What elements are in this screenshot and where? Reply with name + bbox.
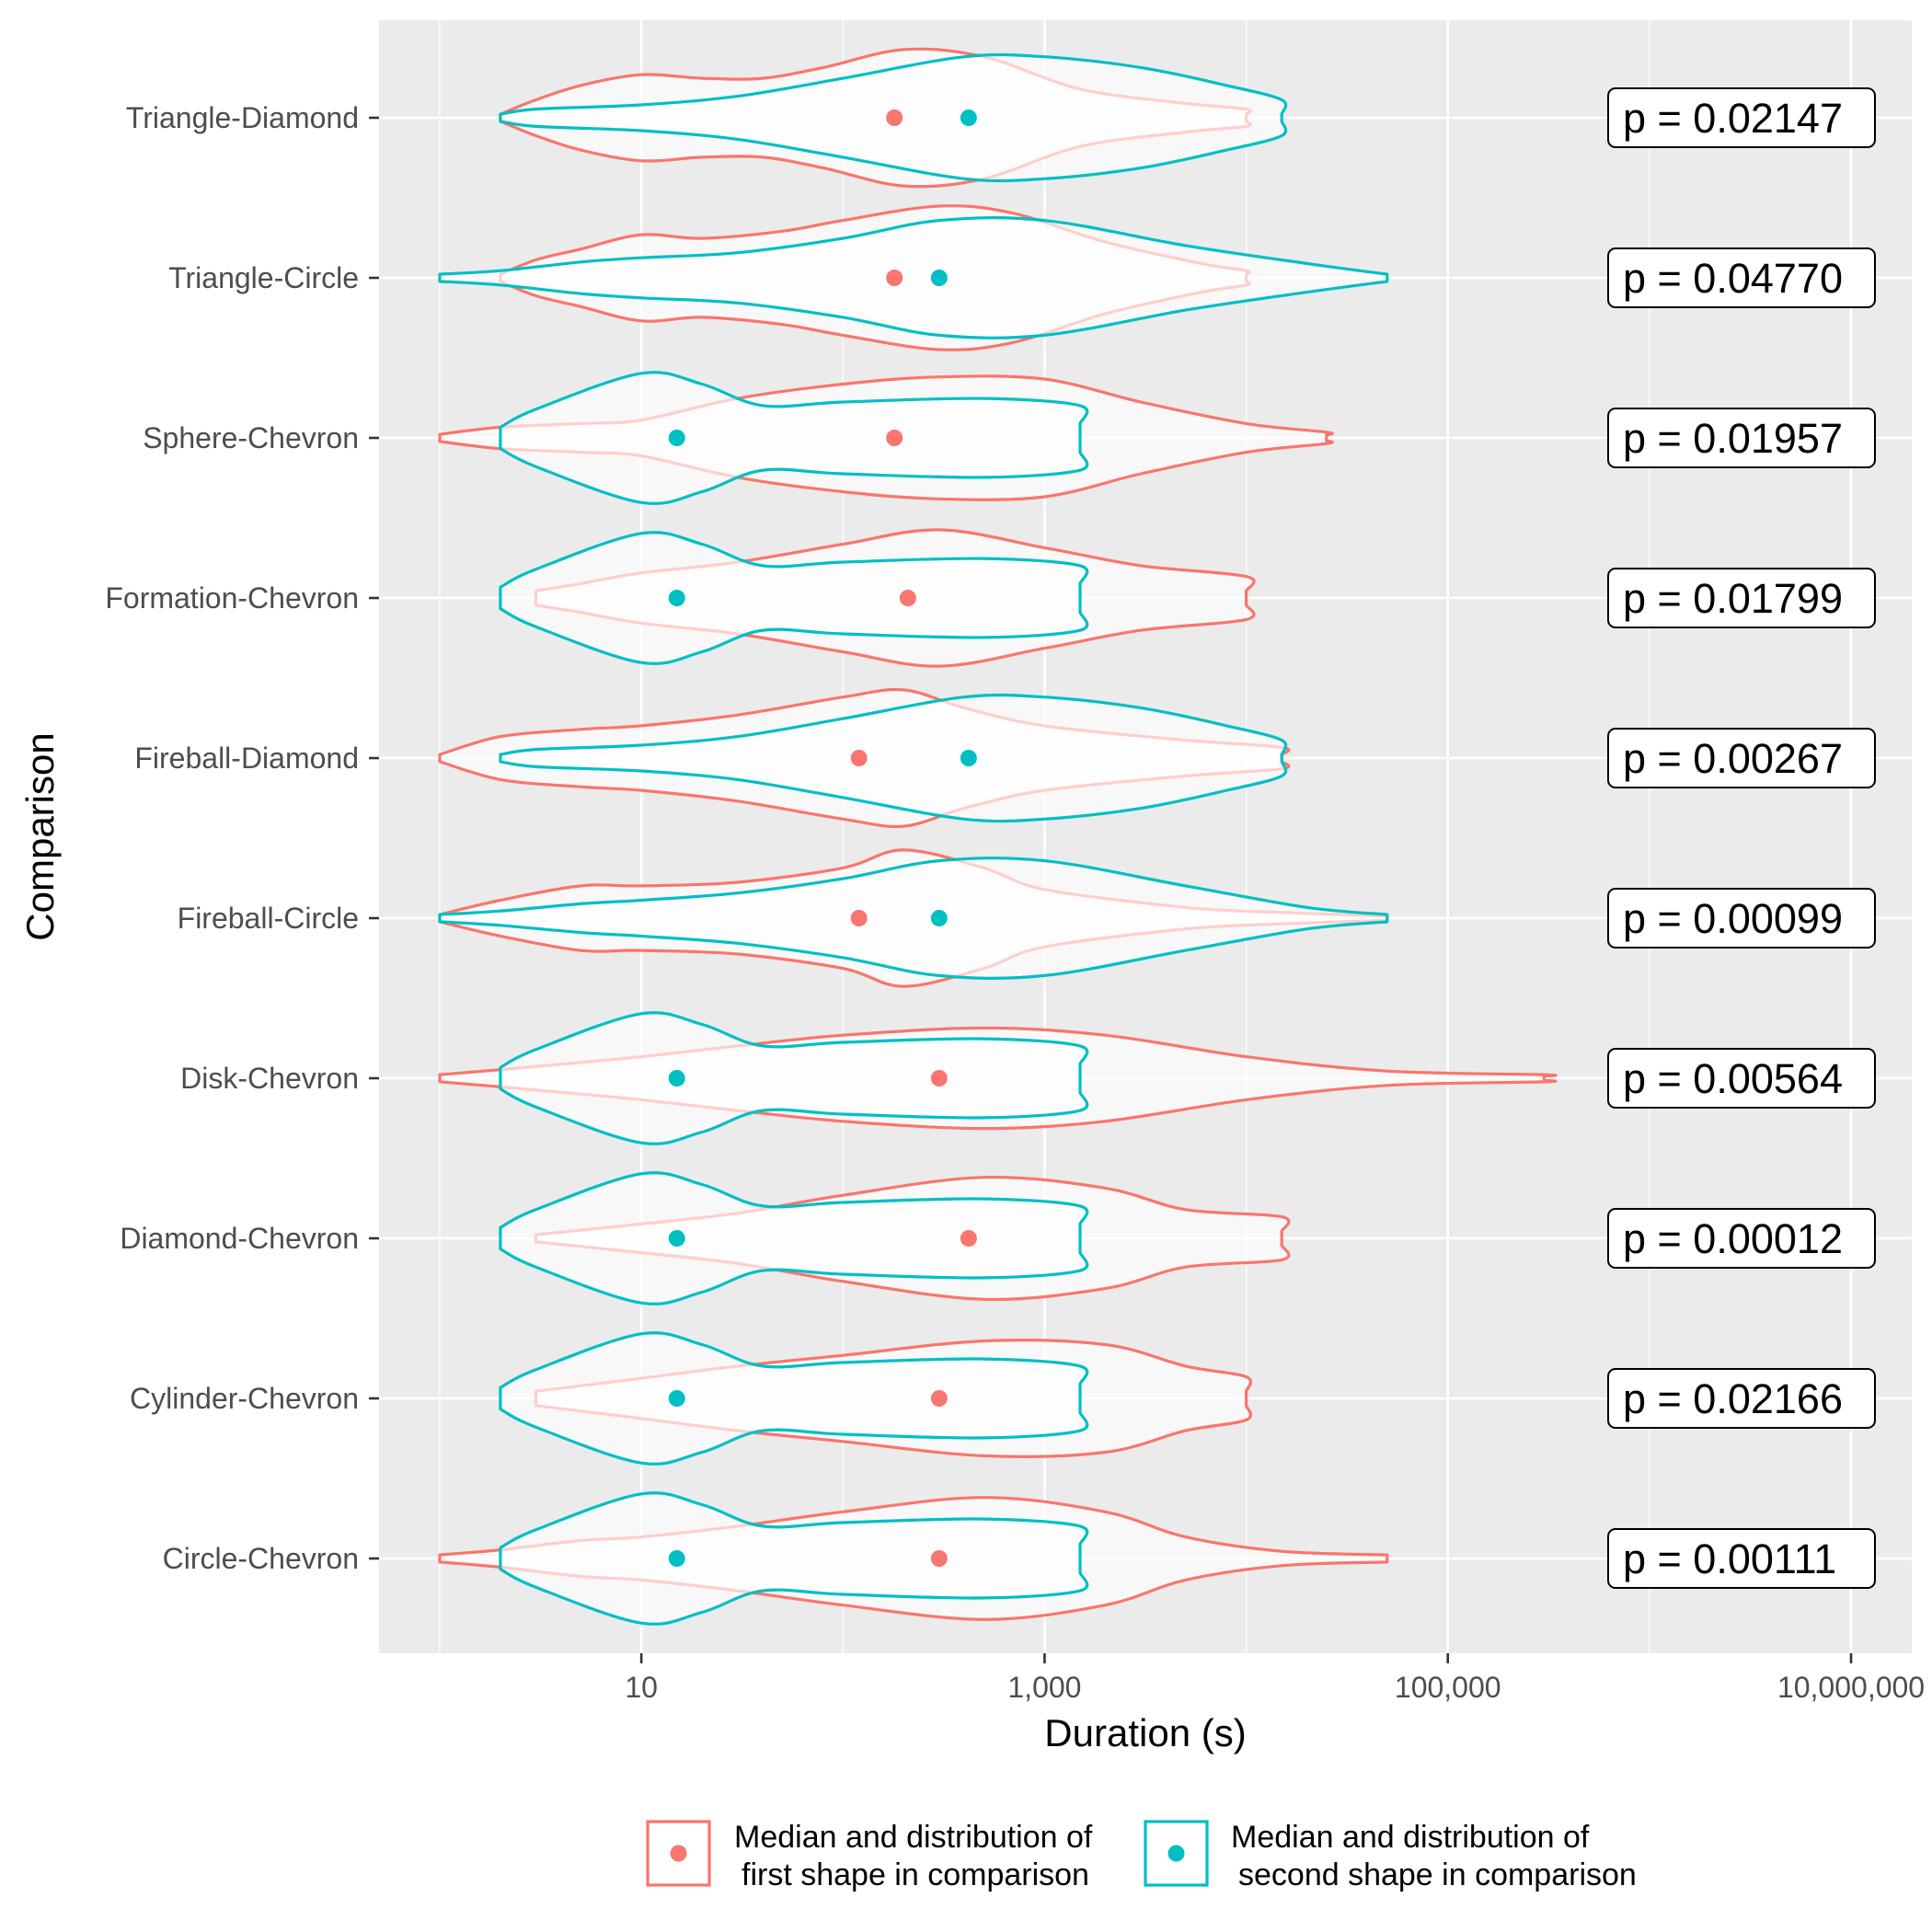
p-value-box: p = 0.00267 [1607,728,1876,788]
p-value-labels: p = 0.02147 p = 0.04770 p = 0.01957 p = 0.0… [1607,87,1876,1589]
median-point-second-triangle-circle [930,270,948,286]
y-tick-label: Cylinder-Chevron [130,1382,359,1415]
y-tick-label: Triangle-Circle [168,261,359,294]
violin-second-circle-chevron [499,1491,1089,1626]
p-value-box: p = 0.02147 [1607,87,1876,148]
y-axis: Triangle-Diamond Triangle-Circle Sphere-Ch… [105,101,379,1575]
legend-label-line1: Median and distribution of [1231,1820,1590,1855]
p-value-label: p = 0.02166 [1623,1375,1843,1422]
median-point-first-fireball-circle [850,910,868,926]
p-value-box: p = 0.00111 [1607,1528,1876,1589]
violin-second-fireball-circle [438,857,1389,980]
legend-point-first [670,1845,687,1862]
median-point-first-disk-chevron [930,1070,948,1087]
x-tick-label: 10,000,000 [1777,1671,1925,1704]
violin-second-disk-chevron [499,1011,1089,1145]
median-point-second-fireball-diamond [960,750,977,766]
p-value-box: p = 0.00012 [1607,1208,1876,1269]
y-tick-label: Formation-Chevron [105,581,359,615]
median-point-second-circle-chevron [668,1550,685,1567]
p-value-label: p = 0.00111 [1623,1535,1836,1582]
x-tick-label: 1,000 [1007,1671,1081,1704]
legend-label-line2: first shape in comparison [742,1857,1089,1892]
y-tick-label: Fireball-Circle [178,902,359,935]
p-value-box-frame [1607,1528,1876,1589]
median-point-first-formation-chevron [899,590,916,606]
median-point-first-diamond-chevron [960,1230,977,1247]
p-value-box-frame [1607,568,1876,628]
violin-second-diamond-chevron [499,1171,1089,1305]
p-value-box: p = 0.00099 [1607,888,1876,949]
median-point-first-sphere-chevron [886,430,903,446]
y-tick-label: Disk-Chevron [180,1062,359,1095]
p-value-box: p = 0.01799 [1607,568,1876,628]
x-tick-label: 100,000 [1395,1671,1501,1704]
violin-second-sphere-chevron [499,371,1089,505]
median-point-second-formation-chevron [668,590,685,606]
violin-second-fireball-diamond [499,693,1288,823]
y-axis-title: Comparison [18,732,62,940]
p-value-label: p = 0.02147 [1623,95,1843,142]
p-value-label: p = 0.00012 [1623,1215,1843,1262]
median-point-first-circle-chevron [930,1550,948,1567]
median-point-second-triangle-diamond [960,109,977,126]
legend-label-line1: Median and distribution of [734,1820,1093,1855]
p-value-box-frame [1607,247,1876,308]
median-point-second-diamond-chevron [668,1230,685,1247]
y-tick-label: Diamond-Chevron [120,1222,359,1255]
median-point-second-fireball-circle [930,910,948,926]
p-value-box-frame [1607,888,1876,949]
median-points [668,109,977,1567]
p-value-label: p = 0.01957 [1623,415,1843,462]
p-value-box: p = 0.04770 [1607,247,1876,308]
violin-second-cylinder-chevron [499,1331,1089,1466]
median-point-first-fireball-diamond [850,750,868,766]
violin-second-triangle-circle [438,216,1389,339]
p-value-box-frame [1607,1048,1876,1109]
x-axis: 10 1,000 100,000 10,000,000 [625,1653,1925,1704]
p-value-box-frame [1607,87,1876,148]
y-tick-label: Triangle-Diamond [126,101,359,134]
p-value-box-frame [1607,1208,1876,1269]
p-value-label: p = 0.00267 [1623,735,1843,782]
x-tick-label: 10 [625,1671,658,1704]
p-value-label: p = 0.04770 [1623,255,1843,302]
p-value-box-frame [1607,1368,1876,1429]
y-tick-label: Sphere-Chevron [143,421,359,454]
median-point-second-disk-chevron [668,1070,685,1087]
violin-second-formation-chevron [499,531,1089,665]
p-value-box-frame [1607,408,1876,468]
p-value-box: p = 0.02166 [1607,1368,1876,1429]
legend-label-line2: second shape in comparison [1238,1857,1637,1892]
x-axis-title: Duration (s) [1044,1711,1246,1754]
p-value-label: p = 0.01799 [1623,575,1843,622]
median-point-first-cylinder-chevron [930,1390,948,1407]
legend-point-second [1167,1845,1185,1862]
p-value-box: p = 0.00564 [1607,1048,1876,1109]
p-value-label: p = 0.00099 [1623,895,1843,942]
median-point-second-sphere-chevron [668,430,685,446]
median-point-second-cylinder-chevron [668,1390,685,1407]
median-point-first-triangle-circle [886,270,903,286]
y-tick-label: Fireball-Diamond [134,742,359,775]
y-tick-label: Circle-Chevron [163,1542,359,1575]
p-value-box-frame [1607,728,1876,788]
p-value-box: p = 0.01957 [1607,408,1876,468]
median-point-first-triangle-diamond [886,109,903,126]
p-value-label: p = 0.00564 [1623,1055,1843,1102]
